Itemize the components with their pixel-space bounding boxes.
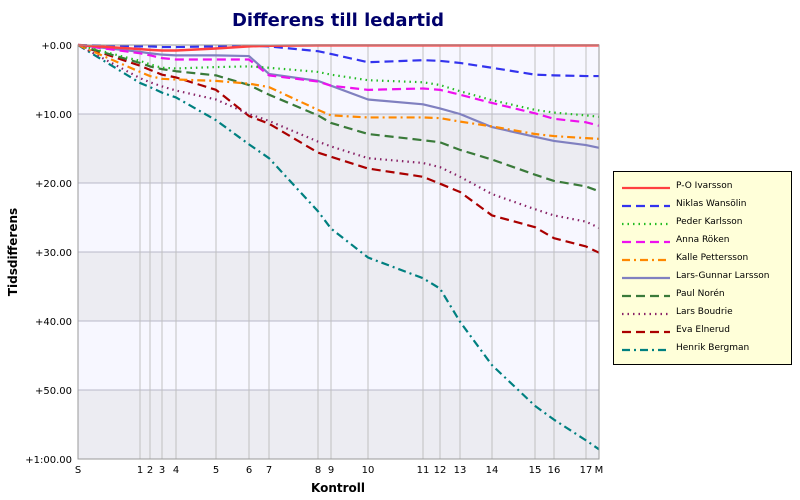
x-tick-label: 13 <box>454 465 467 476</box>
x-axis-title: Kontroll <box>311 481 365 495</box>
x-tick-label: 12 <box>434 465 447 476</box>
x-tick-label: M <box>595 465 604 476</box>
chart-title: Differens till ledartid <box>232 10 444 31</box>
legend-label: Paul Norén <box>676 289 725 299</box>
series-line <box>77 43 600 254</box>
legend-item: Paul Norén <box>614 287 791 305</box>
legend-swatch <box>622 258 670 262</box>
x-tick-label: 16 <box>548 465 561 476</box>
y-tick-label: +30.00 <box>35 248 72 259</box>
legend: P-O Ivarsson Niklas Wansölin Peder Karlsso… <box>613 171 792 365</box>
legend-item: Kalle Pettersson <box>614 251 791 269</box>
legend-label: P-O Ivarsson <box>676 181 733 191</box>
series-line <box>77 43 600 140</box>
x-tick-label: 15 <box>529 465 542 476</box>
legend-swatch <box>622 276 670 280</box>
legend-label: Kalle Pettersson <box>676 253 749 263</box>
legend-label: Peder Karlsson <box>676 217 743 227</box>
legend-item: Peder Karlsson <box>614 215 791 233</box>
legend-label: Henrik Bergman <box>676 343 750 353</box>
legend-item: Lars-Gunnar Larsson <box>614 269 791 287</box>
legend-item: P-O Ivarsson <box>614 179 791 197</box>
y-band <box>78 183 599 252</box>
legend-item: Lars Boudrie <box>614 305 791 323</box>
legend-swatch <box>622 240 670 244</box>
x-tick-label: 14 <box>486 465 499 476</box>
series-line <box>77 44 600 229</box>
y-tick-label: +50.00 <box>35 386 72 397</box>
x-tick-label: 3 <box>159 465 165 476</box>
x-tick-label: 8 <box>315 465 321 476</box>
y-tick-label: +0.00 <box>41 41 72 52</box>
series-line <box>77 43 600 127</box>
y-band <box>78 252 599 321</box>
legend-label: Eva Elnerud <box>676 325 730 335</box>
x-tick-label: 4 <box>173 465 179 476</box>
legend-label: Anna Röken <box>676 235 730 245</box>
x-tick-label: 7 <box>266 465 272 476</box>
background-bands <box>78 45 599 459</box>
y-axis-title: Tidsdifferens <box>6 208 20 296</box>
x-tick-label: 1 <box>137 465 143 476</box>
y-tick-label: +10.00 <box>35 110 72 121</box>
legend-item: Niklas Wansölin <box>614 197 791 215</box>
legend-swatch <box>622 222 670 226</box>
legend-label: Lars Boudrie <box>676 307 733 317</box>
legend-item: Anna Röken <box>614 233 791 251</box>
x-tick-label: 17 <box>580 465 593 476</box>
x-tick-label: S <box>75 465 81 476</box>
y-band <box>78 321 599 390</box>
legend-label: Niklas Wansölin <box>676 199 747 209</box>
axis-ticks: +0.00 +10.00 +20.00 +30.00 +40.00 +50.00 +1:00… <box>25 41 603 476</box>
y-tick-label: +20.00 <box>35 179 72 190</box>
x-tick-label: 6 <box>246 465 252 476</box>
series-line <box>77 43 600 193</box>
x-tick-label: 5 <box>213 465 219 476</box>
y-band <box>78 45 599 114</box>
legend-item: Henrik Bergman <box>614 341 791 359</box>
legend-swatch <box>622 312 670 316</box>
legend-swatch <box>622 348 670 352</box>
x-tick-label: 2 <box>147 465 153 476</box>
x-tick-label: 9 <box>328 465 334 476</box>
legend-swatch <box>622 204 670 208</box>
legend-swatch <box>622 186 670 190</box>
plot-frame <box>77 44 600 460</box>
y-tick-label: +40.00 <box>35 317 72 328</box>
legend-label: Lars-Gunnar Larsson <box>676 271 770 281</box>
x-tick-label: 11 <box>417 465 430 476</box>
y-tick-label: +1:00.00 <box>25 455 72 466</box>
series-line <box>77 44 600 451</box>
series-line <box>77 43 599 78</box>
y-band <box>78 390 599 459</box>
legend-swatch <box>622 330 670 334</box>
legend-swatch <box>622 294 670 298</box>
legend-item: Eva Elnerud <box>614 323 791 341</box>
x-tick-label: 10 <box>362 465 375 476</box>
